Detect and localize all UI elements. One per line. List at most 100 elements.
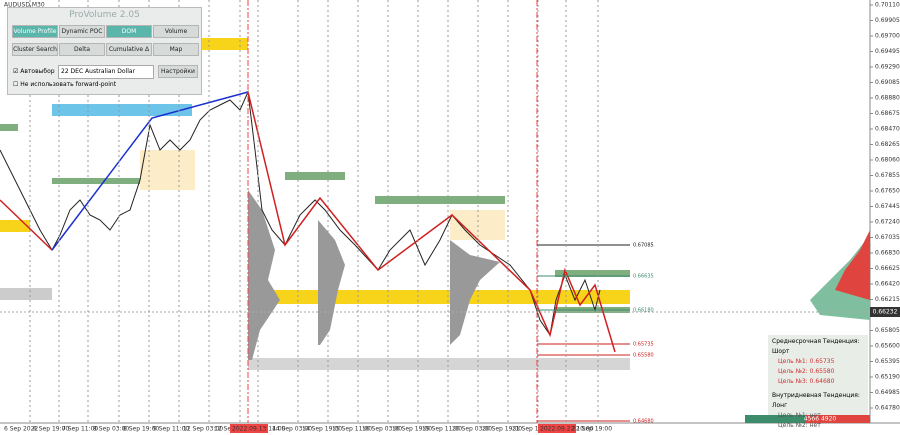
panel-button[interactable]: Cumulative Δ [106,43,152,56]
price-label: 0.69495 [875,48,900,55]
time-label: 12 Sep 03:00 [183,426,223,433]
price-axis: 0.70110 0.69905 0.69700 0.69495 0.69290 0.690… [870,2,900,412]
price-label: 0.68060 [875,157,900,164]
panel-title: ProVolume 2.05 [69,10,140,20]
time-label: 2022.09.22 10:00 [540,426,594,433]
level-label: 0.67085 [633,243,654,249]
zone [52,104,192,116]
zone [248,358,630,370]
auto-select-label: Автовыбор [20,68,55,75]
price-label: 0.67650 [875,188,900,195]
time-label: 16 Sep 03:00 [362,426,402,433]
price-label: 0.69700 [875,33,900,40]
mid-target: Цель №1: 0.65735 [778,358,835,365]
intraday-target: Цель №2: нет [778,422,821,429]
mid-trend: Среднесрочная Тенденция: Шорт [772,338,860,355]
price-label: 0.68265 [875,141,900,148]
time-label: 19 Sep 11:00 [422,426,462,433]
volume-profile [318,220,345,345]
time-label: 2022.09.13 14:00 [232,426,286,433]
time-label: 16 Sep 19:00 [392,426,432,433]
chart-header: AUDUSD,M30 [4,2,45,9]
volume-footer: 4566 4920 [804,416,837,423]
panel-button[interactable]: Map [153,43,199,56]
volume-profile [248,190,280,360]
time-label: 20 Sep 03:00 [452,426,492,433]
time-label: 15 Sep 11:00 [332,426,372,433]
time-label: 14 Sep 03:00 [272,426,312,433]
zone [770,415,870,423]
panel-button[interactable]: Volume [153,25,199,38]
panel-button[interactable]: Volume Profile [12,25,58,38]
time-label: 20 Sep 19:00 [482,426,522,433]
zone [555,270,630,277]
price-label: 0.65805 [875,327,900,334]
zone [248,290,630,304]
zone [140,150,195,190]
time-label: 8 Sep 03:00 [93,426,129,433]
price-label: 0.69085 [875,79,900,86]
trend-info: Среднесрочная Тенденция: Шорт Цель №1: 0… [768,335,868,429]
zone [0,220,30,232]
time-label: 14 Sep 19:00 [302,426,342,433]
time-label: 22 Sep 19:00 [572,426,612,433]
price-label: 0.67240 [875,219,900,226]
price-label: 0.66830 [875,250,900,257]
time-highlight [538,424,576,433]
current-price: 0.66232 [873,309,898,316]
time-label: 21 Sep 11:00 [512,426,552,433]
price-label: 0.66420 [875,281,900,288]
settings-button[interactable]: Настройки [158,65,198,78]
price-label: 0.69290 [875,64,900,71]
zigzag-up [51,91,249,251]
price-axis-bg [870,0,900,423]
mid-target: Цель №3: 0.64680 [778,378,835,385]
level-label: 0.65735 [633,342,654,348]
price-label: 0.66625 [875,265,900,272]
time-label: 7 Sep 11:00 [62,426,98,433]
auto-select[interactable]: ☑ Автовыбор [13,68,55,75]
volume-profiles [248,190,870,360]
price-label: 0.69905 [875,17,900,24]
zone [0,124,18,131]
price-label: 0.68880 [875,95,900,102]
price-label: 0.66215 [875,296,900,303]
volume-profile [810,235,870,320]
price-label: 0.67035 [875,234,900,241]
intraday-trend: Внутридневная Тенденция: Лонг [772,392,860,409]
instrument-select[interactable]: 22 DEC Australian Dollar [58,65,154,79]
price-label: 0.64985 [875,389,900,396]
price-label: 0.64780 [875,405,900,412]
price-label: 0.67445 [875,203,900,210]
volume-profile [450,240,500,345]
level-label: 0.64680 [633,419,654,425]
price-label: 0.68470 [875,126,900,133]
provolume-panel: ProVolume 2.05 Volume Profile Dynamic POC… [7,7,202,95]
price-label: 0.70110 [875,2,900,9]
panel-button[interactable]: DOM [106,25,152,38]
zone [285,172,345,180]
time-label: 6 Sep 19:00 [33,426,69,433]
forward-point-label: Не использовать forward-point [20,81,117,88]
level-label: 0.65580 [633,353,654,359]
price-label: 0.65190 [875,374,900,381]
panel-button[interactable]: Cluster Search [12,43,58,56]
zone [0,288,52,300]
panel-button[interactable]: Dynamic POC [59,25,105,38]
price-label: 0.65395 [875,358,900,365]
panel-button[interactable]: Delta [59,43,105,56]
mid-target: Цель №2: 0.65580 [778,368,835,375]
forward-point[interactable]: ☐ Не использовать forward-point [13,81,117,88]
volume-profile [835,230,870,300]
price-label: 0.68675 [875,110,900,117]
intraday-target: Цель №1: нет [778,412,821,419]
level-label: 0.66180 [633,308,654,314]
zone [745,415,805,423]
zone [52,178,152,184]
time-label: 8 Sep 19:00 [123,426,159,433]
zones [0,38,870,423]
price-label: 0.67855 [875,172,900,179]
current-price-box [870,307,900,317]
